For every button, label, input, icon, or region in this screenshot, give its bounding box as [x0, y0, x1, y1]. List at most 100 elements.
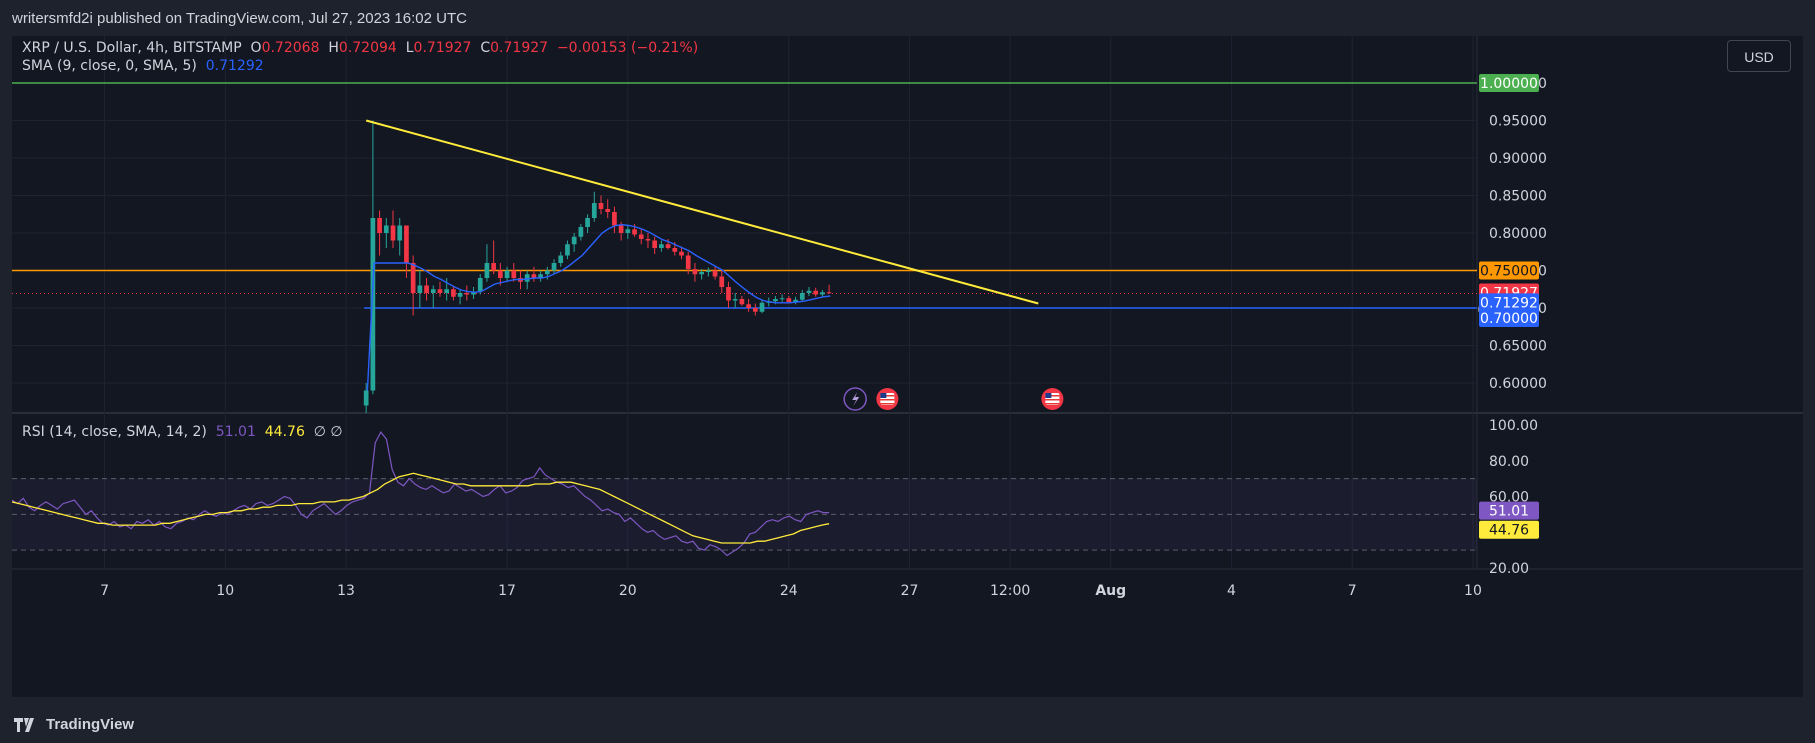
- candle-body[interactable]: [451, 289, 456, 297]
- tradingview-logo-icon[interactable]: [14, 717, 40, 732]
- candle-body[interactable]: [645, 239, 651, 241]
- candle-body[interactable]: [397, 225, 403, 241]
- footer-brand[interactable]: TradingView: [46, 716, 135, 733]
- candle-body[interactable]: [719, 276, 725, 288]
- candle-body[interactable]: [625, 229, 631, 233]
- time-tick-label: 13: [337, 583, 355, 599]
- flag-stripe: [1045, 403, 1060, 405]
- footer-bar: TradingView: [0, 706, 1815, 743]
- candle-body[interactable]: [377, 218, 382, 233]
- candle-body[interactable]: [799, 293, 805, 300]
- high-label: H: [328, 40, 339, 56]
- candle-body[interactable]: [779, 298, 785, 300]
- candle-body[interactable]: [672, 248, 678, 252]
- publish-info: writersmfd2i published on TradingView.co…: [0, 0, 1815, 36]
- candle-body[interactable]: [699, 272, 704, 275]
- chart-canvas[interactable]: 0.60000 0.65000 0.70000 0.75000 0.80000 0.850…: [12, 36, 1803, 697]
- time-tick-label: 10: [216, 583, 234, 599]
- candle-body[interactable]: [410, 263, 416, 293]
- candle-body[interactable]: [679, 251, 684, 256]
- candle-body[interactable]: [504, 270, 510, 279]
- candle-body[interactable]: [484, 263, 490, 278]
- candle-body[interactable]: [632, 229, 637, 235]
- candle-body[interactable]: [605, 209, 611, 212]
- open-value: 0.72068: [261, 40, 320, 56]
- candle-body[interactable]: [712, 270, 718, 277]
- candle-body[interactable]: [498, 270, 503, 279]
- sma-tag-bg: [1479, 293, 1539, 312]
- candle-body[interactable]: [618, 225, 624, 234]
- candle-body[interactable]: [437, 289, 443, 293]
- candle-body[interactable]: [732, 299, 738, 301]
- candle-body[interactable]: [578, 227, 584, 237]
- candle-body[interactable]: [746, 304, 751, 308]
- candle-body[interactable]: [430, 289, 436, 293]
- candle-body[interactable]: [726, 287, 731, 301]
- candle-body[interactable]: [813, 290, 819, 295]
- candle-body[interactable]: [786, 298, 792, 302]
- candle-body[interactable]: [511, 270, 517, 279]
- candle-body[interactable]: [531, 274, 537, 278]
- candle-body[interactable]: [444, 289, 450, 293]
- chart-area[interactable]: 0.60000 0.65000 0.70000 0.75000 0.80000 0.850…: [12, 36, 1803, 697]
- candle-body[interactable]: [390, 225, 396, 241]
- currency-button[interactable]: USD: [1727, 40, 1791, 72]
- candle-body[interactable]: [524, 274, 530, 282]
- candle-body[interactable]: [464, 293, 470, 295]
- candle-body[interactable]: [544, 270, 550, 275]
- candle-body[interactable]: [826, 292, 832, 294]
- candle-body[interactable]: [370, 218, 376, 391]
- rsi-line[interactable]: [12, 431, 830, 557]
- candle-body[interactable]: [558, 255, 564, 264]
- candle-body[interactable]: [424, 285, 429, 294]
- candle-body[interactable]: [551, 263, 557, 271]
- candle-body[interactable]: [806, 290, 812, 293]
- rsi-ma-line[interactable]: [12, 472, 830, 544]
- candle-body[interactable]: [471, 291, 476, 295]
- candle-body[interactable]: [705, 270, 711, 273]
- candle-body[interactable]: [457, 293, 463, 297]
- time-tick-label: 17: [498, 583, 516, 599]
- level-tag-1: 1.00000: [1480, 76, 1538, 92]
- candle-body[interactable]: [638, 234, 644, 240]
- sma-line[interactable]: [366, 223, 831, 391]
- candle-body[interactable]: [692, 269, 698, 275]
- candle-body[interactable]: [773, 299, 778, 302]
- price-tick-label: 0.65000: [1489, 339, 1547, 355]
- candle-body[interactable]: [383, 225, 389, 234]
- candle-body[interactable]: [491, 263, 496, 271]
- candle-body[interactable]: [752, 308, 758, 312]
- candle-body[interactable]: [417, 285, 423, 294]
- candle-body[interactable]: [538, 274, 543, 278]
- symbol-title[interactable]: XRP / U.S. Dollar, 4h, BITSTAMP: [22, 40, 242, 56]
- level-tag-1-bg: [1479, 74, 1539, 92]
- time-tick-label: 27: [901, 583, 919, 599]
- candle-body[interactable]: [739, 299, 745, 305]
- sma-label[interactable]: SMA (9, close, 0, SMA, 5): [22, 58, 197, 74]
- candle-body[interactable]: [665, 244, 671, 248]
- rsi-legend: RSI (14, close, SMA, 14, 2) 51.01 44.76 …: [22, 424, 343, 440]
- candle-body[interactable]: [404, 225, 409, 264]
- price-tick-label: 0.80000: [1489, 226, 1547, 242]
- candle-body[interactable]: [571, 236, 577, 245]
- candle-body[interactable]: [612, 212, 617, 226]
- candle-body[interactable]: [659, 244, 664, 248]
- candle-body[interactable]: [477, 278, 483, 292]
- flag-stripe: [1045, 399, 1060, 401]
- candle-body[interactable]: [585, 218, 590, 227]
- candle-body[interactable]: [565, 244, 570, 256]
- rsi-tag: 51.01: [1489, 504, 1529, 520]
- candle-body[interactable]: [759, 302, 765, 312]
- descending-trendline[interactable]: [365, 119, 1039, 305]
- candle-body[interactable]: [591, 203, 597, 218]
- candle-body[interactable]: [793, 299, 798, 302]
- candle-body[interactable]: [820, 292, 825, 295]
- candle-body[interactable]: [598, 203, 604, 209]
- rsi-tick-label: 80.00: [1489, 454, 1529, 470]
- flag-stripe: [880, 403, 895, 405]
- candle-body[interactable]: [363, 390, 369, 406]
- candle-body[interactable]: [652, 240, 658, 249]
- rsi-label[interactable]: RSI (14, close, SMA, 14, 2): [22, 424, 207, 440]
- candle-body[interactable]: [685, 255, 691, 270]
- close-value: 0.71927: [490, 40, 549, 56]
